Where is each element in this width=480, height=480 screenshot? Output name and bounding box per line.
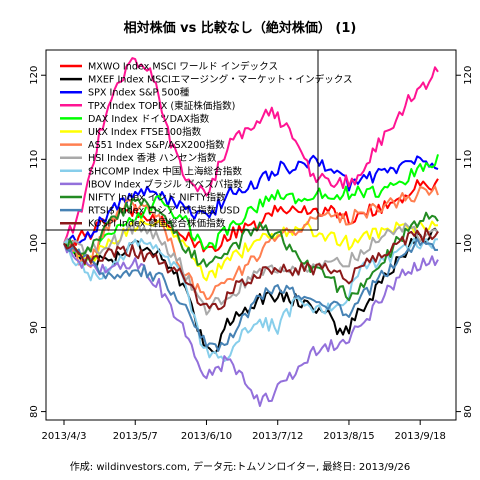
x-tick-label: 2013/8/15 [323,431,374,442]
y-tick-label-left: 120 [29,66,40,85]
plot-frame [45,49,457,421]
series-line-10 [63,197,439,302]
y-tick-label-left: 90 [29,321,40,334]
series-line-4 [63,154,439,266]
y-tick-label-right: 110 [463,150,474,169]
x-tick-label: 2013/5/7 [113,431,158,442]
legend-label-1: MXEF Index MSCIエマージング・マーケット・インデックス [88,74,353,86]
series-lines [63,57,439,407]
y-tick-label-right: 120 [463,66,474,85]
series-line-12 [63,227,439,311]
y-tick-label-right: 90 [463,321,474,334]
y-tick-label-left: 110 [29,150,40,169]
y-tick-label-left: 100 [29,234,40,253]
legend-label-12: KOSPI Index 韓国総合株価指数 [88,218,226,230]
legend-label-2: SPX Index S&P 500種 [88,88,190,99]
series-line-5 [63,218,439,282]
series-line-6 [63,185,439,301]
legend-label-3: TPX Index TOPIX (東証株価指数) [87,100,235,112]
legend-label-7: HSI Index 香港 ハンセン指数 [88,152,217,164]
y-tick-label-right: 80 [463,405,474,418]
legend-label-0: MXWO Index MSCI ワールド インデックス [88,61,278,73]
legend-label-10: NIFTY Index インド NIFTY指数 [88,192,226,204]
x-tick-label: 2013/7/12 [252,431,303,442]
x-tick-label: 2013/6/10 [181,431,232,442]
series-line-11 [63,238,439,352]
legend-label-8: SHCOMP Index 中国 上海総合指数 [88,165,242,177]
legend-label-5: UKX Index FTSE100指数 [88,126,202,138]
legend-label-6: AS51 Index S&P/ASX200指数 [88,139,225,151]
y-tick-label-left: 80 [29,405,40,418]
y-tick-label-right: 100 [463,234,474,253]
series-line-3 [63,57,439,244]
legend-label-9: IBOV Index ブラジル ボベスパ指数 [88,178,243,190]
legend-label-4: DAX Index ドイツDAX指数 [88,113,210,125]
chart-caption: 作成: wildinvestors.com, データ元:トムソンロイター, 最終… [70,460,410,473]
x-tick-label: 2013/9/18 [395,431,446,442]
axes: 2013/4/3 2013/5/7 2013/6/10 2013/7/12 2013/8… [29,66,474,442]
chart-title: 相対株価 vs 比較なし（絶対株価） (1) [124,20,357,36]
series-line-9 [63,243,439,407]
legend-label-11: RTSI$ Index ロシア RTS指数 USD [88,205,240,217]
series-line-0 [63,178,439,253]
x-tick-label: 2013/4/3 [42,431,87,442]
